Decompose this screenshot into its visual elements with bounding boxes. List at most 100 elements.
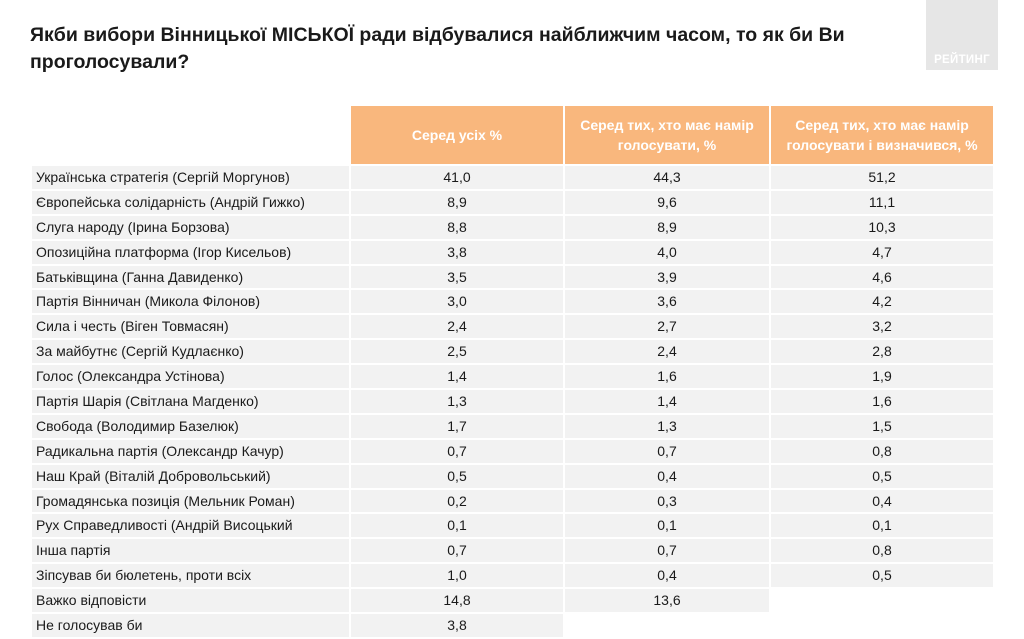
party-name-cell: Опозиційна платформа (Ігор Кисельов) (32, 240, 349, 264)
value-decided-cell: 51,2 (771, 166, 993, 189)
table-row: Наш Край (Віталій Добровольський) 0,5 0,4 0… (32, 464, 993, 488)
value-decided-cell: 0,5 (771, 464, 993, 488)
value-decided-cell: 2,8 (771, 340, 993, 364)
table-row: Важко відповісти 14,8 13,6 (32, 589, 993, 613)
party-name-cell: Інша партія (32, 539, 349, 563)
value-voters-cell: 13,6 (565, 589, 769, 613)
value-all-cell: 41,0 (351, 166, 563, 189)
table-row: Сила і честь (Віген Товмасян) 2,4 2,7 3,2 (32, 315, 993, 339)
table-row: Опозиційна платформа (Ігор Кисельов) 3,8 4… (32, 240, 993, 264)
party-name-cell: Європейська солідарність (Андрій Гижко) (32, 190, 349, 214)
party-name-cell: Голос (Олександра Устінова) (32, 365, 349, 389)
value-decided-cell: 1,9 (771, 365, 993, 389)
party-name-cell: Сила і честь (Віген Товмасян) (32, 315, 349, 339)
table-row: Громадянська позиція (Мельник Роман) 0,2 0… (32, 489, 993, 513)
table-row: Інша партія 0,7 0,7 0,8 (32, 539, 993, 563)
value-decided-cell: 0,4 (771, 489, 993, 513)
party-name-cell: Наш Край (Віталій Добровольський) (32, 464, 349, 488)
table-row: Не голосував би 3,8 (32, 614, 993, 637)
value-decided-cell: 0,1 (771, 514, 993, 538)
value-all-cell: 3,8 (351, 240, 563, 264)
value-all-cell: 3,0 (351, 290, 563, 314)
party-name-cell: Зіпсував би бюлетень, проти всіх (32, 564, 349, 588)
table-row: Свобода (Володимир Базелюк) 1,7 1,3 1,5 (32, 414, 993, 438)
value-all-cell: 3,8 (351, 614, 563, 637)
party-name-cell: Партія Шарія (Світлана Магденко) (32, 390, 349, 413)
table-row: Партія Вінничан (Микола Філонов) 3,0 3,6 4,… (32, 290, 993, 314)
value-voters-cell: 0,3 (565, 489, 769, 513)
value-voters-cell: 4,0 (565, 240, 769, 264)
value-all-cell: 2,4 (351, 315, 563, 339)
value-all-cell: 0,7 (351, 439, 563, 463)
value-decided-cell: 4,7 (771, 240, 993, 264)
table-row: За майбутнє (Сергій Кудлаєнко) 2,5 2,4 2,8 (32, 340, 993, 364)
column-header-all: Серед усіх % (351, 106, 563, 164)
party-name-cell: Не голосував би (32, 614, 349, 637)
value-decided-cell: 10,3 (771, 215, 993, 239)
value-decided-cell: 0,8 (771, 539, 993, 563)
value-voters-cell (565, 614, 769, 637)
value-decided-cell (771, 589, 993, 612)
table-row: Українська стратегія (Сергій Моргунов) 41… (32, 166, 993, 189)
table-row: Батьківщина (Ганна Давиденко) 3,5 3,9 4,6 (32, 265, 993, 289)
value-all-cell: 2,5 (351, 340, 563, 364)
value-decided-cell: 11,1 (771, 190, 993, 214)
party-name-cell: За майбутнє (Сергій Кудлаєнко) (32, 340, 349, 364)
table-row: Зіпсував би бюлетень, проти всіх 1,0 0,4 0,… (32, 564, 993, 588)
value-all-cell: 0,5 (351, 464, 563, 488)
column-header-decided: Серед тих, хто має намір голосувати і ви… (771, 106, 993, 164)
value-voters-cell: 1,3 (565, 414, 769, 438)
value-voters-cell: 0,4 (565, 564, 769, 588)
value-decided-cell (771, 614, 993, 637)
party-name-cell: Рух Справедливості (Андрій Висоцький (32, 514, 349, 538)
value-voters-cell: 2,4 (565, 340, 769, 364)
party-name-cell: Батьківщина (Ганна Давиденко) (32, 265, 349, 289)
value-decided-cell: 0,8 (771, 439, 993, 463)
party-name-cell: Слуга народу (Ірина Борзова) (32, 215, 349, 239)
value-all-cell: 14,8 (351, 589, 563, 613)
header-blank-cell (32, 106, 349, 164)
value-all-cell: 1,3 (351, 390, 563, 413)
party-name-cell: Свобода (Володимир Базелюк) (32, 414, 349, 438)
value-decided-cell: 1,6 (771, 390, 993, 413)
value-voters-cell: 9,6 (565, 190, 769, 214)
value-voters-cell: 1,4 (565, 390, 769, 413)
value-decided-cell: 0,5 (771, 564, 993, 588)
value-voters-cell: 2,7 (565, 315, 769, 339)
value-all-cell: 3,5 (351, 265, 563, 289)
table-row: Слуга народу (Ірина Борзова) 8,8 8,9 10,3 (32, 215, 993, 239)
value-voters-cell: 3,9 (565, 265, 769, 289)
table-row: Партія Шарія (Світлана Магденко) 1,3 1,4 1,… (32, 390, 993, 413)
value-all-cell: 0,2 (351, 489, 563, 513)
value-decided-cell: 4,2 (771, 290, 993, 314)
value-voters-cell: 44,3 (565, 166, 769, 189)
value-voters-cell: 3,6 (565, 290, 769, 314)
value-all-cell: 8,8 (351, 215, 563, 239)
table-row: Європейська солідарність (Андрій Гижко) 8… (32, 190, 993, 214)
value-all-cell: 1,7 (351, 414, 563, 438)
results-table: Серед усіх % Серед тих, хто має намір го… (30, 104, 995, 639)
party-name-cell: Партія Вінничан (Микола Філонов) (32, 290, 349, 314)
value-all-cell: 0,1 (351, 514, 563, 538)
table-row: Рух Справедливості (Андрій Висоцький 0,1 0… (32, 514, 993, 538)
table-body: Українська стратегія (Сергій Моргунов) 41… (32, 166, 993, 637)
value-voters-cell: 1,6 (565, 365, 769, 389)
party-name-cell: Важко відповісти (32, 589, 349, 613)
value-voters-cell: 8,9 (565, 215, 769, 239)
value-all-cell: 1,0 (351, 564, 563, 588)
value-voters-cell: 0,1 (565, 514, 769, 538)
value-voters-cell: 0,7 (565, 539, 769, 563)
table-row: Голос (Олександра Устінова) 1,4 1,6 1,9 (32, 365, 993, 389)
table-row: Радикальна партія (Олександр Качур) 0,7 0,… (32, 439, 993, 463)
party-name-cell: Українська стратегія (Сергій Моргунов) (32, 166, 349, 189)
value-voters-cell: 0,4 (565, 464, 769, 488)
value-decided-cell: 4,6 (771, 265, 993, 289)
party-name-cell: Громадянська позиція (Мельник Роман) (32, 489, 349, 513)
column-header-voters: Серед тих, хто має намір голосувати, % (565, 106, 769, 164)
party-name-cell: Радикальна партія (Олександр Качур) (32, 439, 349, 463)
page-title: Якби вибори Вінницької МІСЬКОЇ ради відб… (30, 24, 845, 73)
value-decided-cell: 3,2 (771, 315, 993, 339)
value-all-cell: 0,7 (351, 539, 563, 563)
value-voters-cell: 0,7 (565, 439, 769, 463)
rating-logo: РЕЙТИНГ (926, 0, 998, 70)
